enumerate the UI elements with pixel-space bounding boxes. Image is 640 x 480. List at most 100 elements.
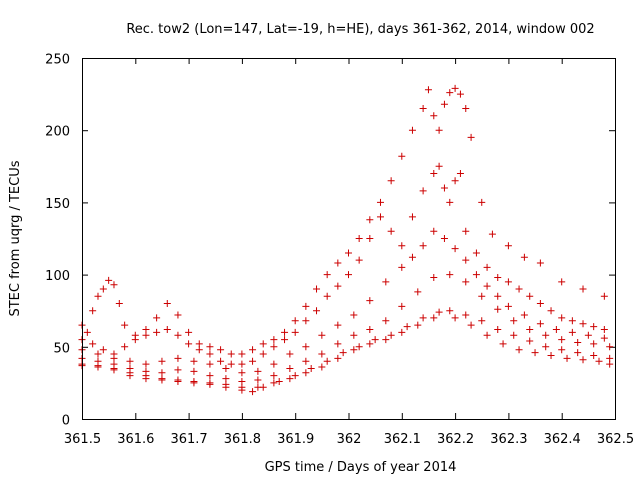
data-point [366,297,374,305]
data-point [158,376,166,384]
data-point [606,360,614,368]
data-point [462,256,470,264]
data-point [366,216,374,224]
data-point [254,376,262,384]
data-points [78,84,614,396]
data-point [483,331,491,339]
data-point [222,364,230,372]
data-point [408,126,416,134]
data-point [318,363,326,371]
data-point [387,331,395,339]
data-point [456,90,464,98]
data-point [131,336,139,344]
data-point [398,152,406,160]
x-tick-label: 362.1 [384,432,421,447]
data-point [307,364,315,372]
data-point [536,259,544,267]
data-point [403,323,411,331]
data-point [590,351,598,359]
data-point [440,235,448,242]
data-point [275,377,283,385]
data-point [398,328,406,336]
data-point [323,271,331,279]
data-point [366,340,374,348]
data-point [526,325,534,333]
data-point [94,363,102,371]
data-point [313,285,321,293]
data-point [430,314,438,322]
data-point [238,386,246,394]
data-point [478,292,486,300]
data-point [270,343,278,351]
data-point [483,282,491,290]
data-point [126,372,134,380]
data-point [185,328,193,336]
data-point [462,227,470,235]
data-point [387,177,395,185]
data-point [376,213,384,221]
data-point [558,346,566,354]
data-point [281,336,289,344]
data-point [249,388,257,396]
data-point [430,273,438,281]
data-point [105,276,113,284]
data-point [371,336,379,344]
data-point [494,325,502,333]
data-point [190,379,198,387]
data-point [291,372,299,380]
data-point [414,288,422,296]
data-point [355,235,363,242]
plot-frame [82,58,616,420]
data-point [153,328,161,336]
y-axis-label: STEC from uqrg / TECUs [8,160,23,316]
data-point [206,350,214,358]
data-point [504,278,512,286]
data-point [526,337,534,345]
chart-title: Rec. tow2 (Lon=147, Lat=-19, h=HE), days… [126,22,594,37]
data-point [227,360,235,368]
data-point [249,346,257,354]
data-point [313,307,321,315]
data-point [99,285,107,293]
data-point [574,338,582,346]
data-point [238,369,246,377]
data-point [355,256,363,264]
data-point [382,317,390,325]
data-point [451,245,459,253]
data-point [318,350,326,358]
data-point [408,213,416,221]
data-point [185,340,193,348]
y-tick-label: 50 [53,341,70,356]
y-tick-label: 200 [45,125,70,140]
y-tick-label: 150 [45,197,70,212]
data-point [494,273,502,281]
data-point [568,328,576,336]
data-point [398,242,406,250]
data-point [302,343,310,351]
data-point [579,285,587,293]
x-tick-label: 362 [337,432,362,447]
data-point [536,320,544,328]
data-point [600,334,608,342]
data-point [206,360,214,368]
data-point [94,292,102,300]
data-point [563,354,571,362]
data-point [238,350,246,358]
data-point [174,331,182,339]
data-point [467,321,475,329]
data-point [558,336,566,344]
data-point [590,340,598,348]
data-point [334,340,342,348]
data-point [99,346,107,354]
data-point [270,372,278,380]
data-point [158,357,166,365]
data-point [355,343,363,351]
data-point [558,314,566,322]
data-point [254,367,262,375]
data-point [286,364,294,372]
data-point [206,380,214,388]
data-point [334,321,342,329]
data-point [435,126,443,134]
data-point [446,89,454,97]
